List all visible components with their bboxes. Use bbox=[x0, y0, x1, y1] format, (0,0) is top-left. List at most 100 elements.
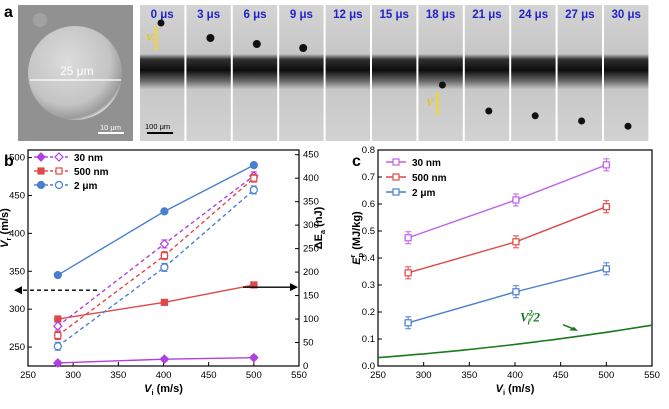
chart-b-legend-marker-1 bbox=[37, 167, 45, 175]
chart-b-series-0-point-1 bbox=[159, 354, 170, 365]
chart-c: 250 300 350 400 450 500 550 0.0 0.1 0.2 0.3 0.4 0.5 0… bbox=[348, 145, 660, 397]
chart-b-legend-label-2: 2 μm bbox=[74, 181, 97, 192]
chart-c-xtick-label-3: 400 bbox=[507, 370, 523, 381]
chart-c-series-2-point-2 bbox=[602, 265, 610, 273]
high-speed-frames: 0 μs 3 μs 6 μs 9 μs 12 μs 15 μs 18 μs 21 μs 24 μ… bbox=[140, 5, 649, 141]
particle-impact-6 bbox=[438, 81, 446, 89]
particle-incident-2 bbox=[252, 40, 261, 48]
chart-b-y2tick-label-4: 200 bbox=[303, 267, 319, 278]
chart-c-ytick-label-5: 0.5 bbox=[362, 226, 375, 237]
particle-incident-3 bbox=[299, 44, 308, 52]
chart-c-series-2-line bbox=[407, 268, 607, 324]
chart-b-ytick-label-1: 300 bbox=[9, 304, 25, 315]
chart-c-xtick-label-1: 300 bbox=[416, 370, 432, 381]
frame-5-image bbox=[372, 5, 417, 141]
chart-c-legend-marker-2 bbox=[392, 188, 400, 196]
chart-b-y2tick-label-6: 300 bbox=[303, 220, 319, 231]
chart-b: 250 300 350 400 450 500 550 250 300 350 400 450 500 0… bbox=[0, 149, 327, 397]
chart-c-xtick-label-2: 350 bbox=[461, 370, 477, 381]
chart-b-series-5-point-1 bbox=[160, 263, 169, 272]
chart-b-ytick-label-3: 400 bbox=[9, 228, 25, 239]
chart-b-legend-hollow-0 bbox=[54, 152, 64, 162]
chart-b-y2tick-label-8: 400 bbox=[303, 173, 319, 184]
microsphere bbox=[28, 26, 122, 120]
chart-b-series-2-point-1 bbox=[160, 207, 169, 216]
frame-10-time: 30 μs bbox=[611, 9, 640, 21]
chart-b-legend-label-0: 30 nm bbox=[74, 153, 103, 164]
sem-scalebar-label: 10 μm bbox=[100, 123, 121, 132]
chart-b-xtick-label-0: 250 bbox=[20, 370, 36, 381]
panel-label-a: a bbox=[4, 4, 13, 21]
chart-b-xtick-label-1: 300 bbox=[65, 370, 81, 381]
chart-b-y2tick-label-5: 250 bbox=[303, 244, 319, 255]
panel-label-b: b bbox=[4, 153, 14, 170]
chart-b-ylabel: Vr (m/s) bbox=[0, 208, 13, 248]
chart-b-y2tick-label-2: 100 bbox=[303, 314, 319, 325]
frame-7-image bbox=[464, 5, 510, 141]
frame-1-image bbox=[186, 5, 231, 141]
frame-3-time: 9 μs bbox=[290, 9, 313, 21]
chart-b-xlabel: Vi (m/s) bbox=[144, 383, 183, 397]
sem-micrograph: 25 μm 10 μm bbox=[18, 5, 133, 141]
sphere-dimension: 25 μm bbox=[60, 64, 94, 78]
chart-c-legend-marker-1 bbox=[392, 173, 400, 181]
chart-b-series-1-point-1 bbox=[160, 298, 169, 306]
chart-c-ytick-label-7: 0.7 bbox=[362, 172, 375, 183]
chart-c-ytick-label-6: 0.6 bbox=[362, 199, 375, 210]
panel-label-c: c bbox=[352, 153, 361, 170]
chart-b-left-axis-arrowhead bbox=[14, 286, 22, 295]
frame-8-time: 24 μs bbox=[519, 9, 548, 21]
chart-b-y2label: ΔEa (nJ) bbox=[313, 206, 327, 249]
frame-0-image bbox=[140, 5, 185, 141]
chart-c-xtick-label-0: 250 bbox=[370, 370, 386, 381]
particle-incident-0 bbox=[157, 19, 165, 27]
chart-b-legend-marker-2 bbox=[36, 180, 46, 190]
incident-velocity-label: V bbox=[146, 33, 154, 44]
chart-c-xtick-label-5: 500 bbox=[598, 370, 614, 381]
chart-b-series-5-point-2 bbox=[249, 185, 258, 195]
chart-b-ytick-label-4: 450 bbox=[9, 190, 25, 201]
chart-b-series-0-point-0 bbox=[52, 358, 63, 368]
chart-c-ytick-label-2: 0.2 bbox=[362, 307, 375, 318]
frame-4-image bbox=[325, 5, 370, 141]
chart-b-series-1-point-2 bbox=[250, 281, 258, 289]
chart-b-ytick-label-5: 500 bbox=[9, 153, 25, 164]
frame-2-image bbox=[232, 5, 278, 141]
frame-2-time: 6 μs bbox=[243, 9, 266, 21]
chart-c-ytick-label-8: 0.8 bbox=[362, 145, 375, 156]
frame-10-image bbox=[604, 5, 649, 141]
chart-b-y2tick-label-7: 350 bbox=[303, 197, 319, 208]
chart-b-series-4-point-0 bbox=[54, 331, 62, 340]
chart-c-ytick-label-0: 0.0 bbox=[362, 361, 375, 372]
chart-b-legend-marker-0 bbox=[36, 152, 46, 162]
chart-b-series-4-point-1 bbox=[160, 252, 169, 260]
chart-c-ytick-label-3: 0.3 bbox=[362, 280, 375, 291]
frame-7-time: 21 μs bbox=[472, 9, 501, 21]
chart-c-series-2-point-1 bbox=[512, 288, 520, 296]
chart-b-y2tick-label-9: 450 bbox=[303, 150, 319, 161]
chart-c-series-1-point-0 bbox=[404, 269, 412, 277]
chart-c-legend-label-2: 2 μm bbox=[412, 188, 435, 199]
chart-c-series-0-point-1 bbox=[512, 196, 520, 204]
chart-b-right-axis-arrowhead bbox=[290, 283, 298, 292]
frame-6-image bbox=[418, 5, 463, 141]
chart-b-series-5-line bbox=[57, 189, 255, 347]
chart-c-ytick-label-4: 0.4 bbox=[362, 253, 375, 264]
chart-b-legend-hollow-1 bbox=[55, 167, 63, 175]
particle-incident-1 bbox=[206, 34, 215, 42]
chart-b-series-3-point-0 bbox=[52, 321, 63, 331]
chart-b-y2tick-label-0: 0 bbox=[303, 361, 308, 372]
chart-b-xtick-label-3: 400 bbox=[156, 370, 172, 381]
chart-c-legend-marker-0 bbox=[392, 158, 400, 166]
chart-c-ylabel: Erp (MJ/kg) bbox=[348, 211, 365, 265]
chart-b-ytick-label-0: 250 bbox=[9, 342, 25, 353]
chart-b-xtick-label-6: 550 bbox=[291, 370, 307, 381]
chart-c-curve-label: V2 i/2 bbox=[520, 308, 541, 326]
chart-b-series-2-point-0 bbox=[53, 270, 62, 280]
chart-c-ytick-label-1: 0.1 bbox=[362, 334, 375, 345]
chart-b-series-0-line bbox=[57, 356, 254, 364]
frame-3-image bbox=[279, 5, 324, 141]
particle-rebound-10 bbox=[624, 122, 632, 130]
chart-b-series-1-point-0 bbox=[54, 315, 62, 323]
